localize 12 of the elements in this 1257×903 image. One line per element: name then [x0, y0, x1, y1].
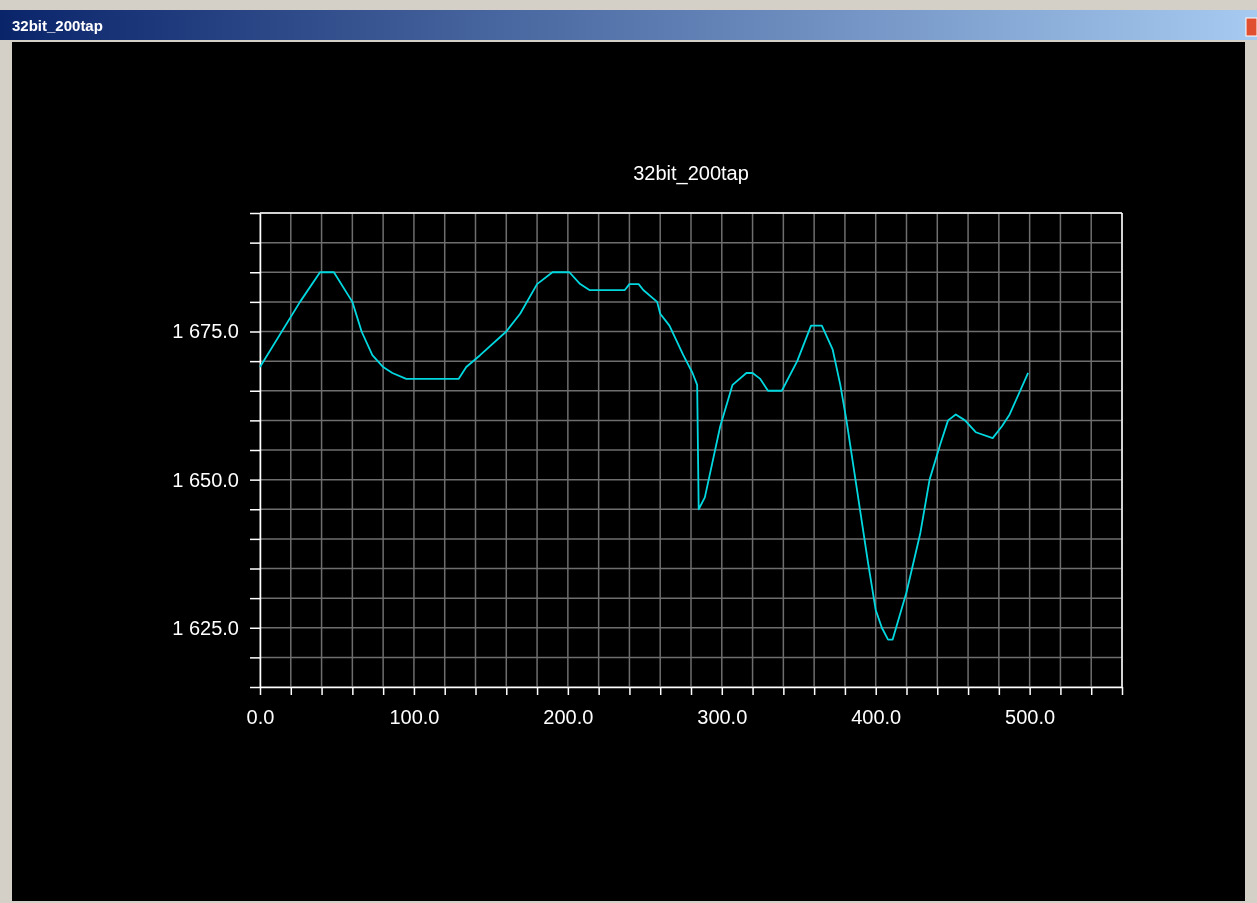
y-tick-label: 1 675.0 — [172, 320, 239, 343]
x-tick-label: 200.0 — [543, 706, 594, 728]
x-tick-label: 100.0 — [389, 706, 440, 728]
y-tick-label: 1 650.0 — [172, 468, 239, 491]
x-tick-label: 500.0 — [1005, 706, 1056, 728]
line-series — [259, 271, 1029, 641]
x-tick-label: 400.0 — [851, 706, 902, 728]
x-tick-label: 0.0 — [246, 706, 275, 728]
y-tick-label: 1 625.0 — [172, 616, 239, 639]
x-tick-label: 300.0 — [697, 706, 748, 728]
chart-title: 32bit_200tap — [633, 162, 749, 185]
text: 32bit_200tap — [12, 17, 103, 34]
